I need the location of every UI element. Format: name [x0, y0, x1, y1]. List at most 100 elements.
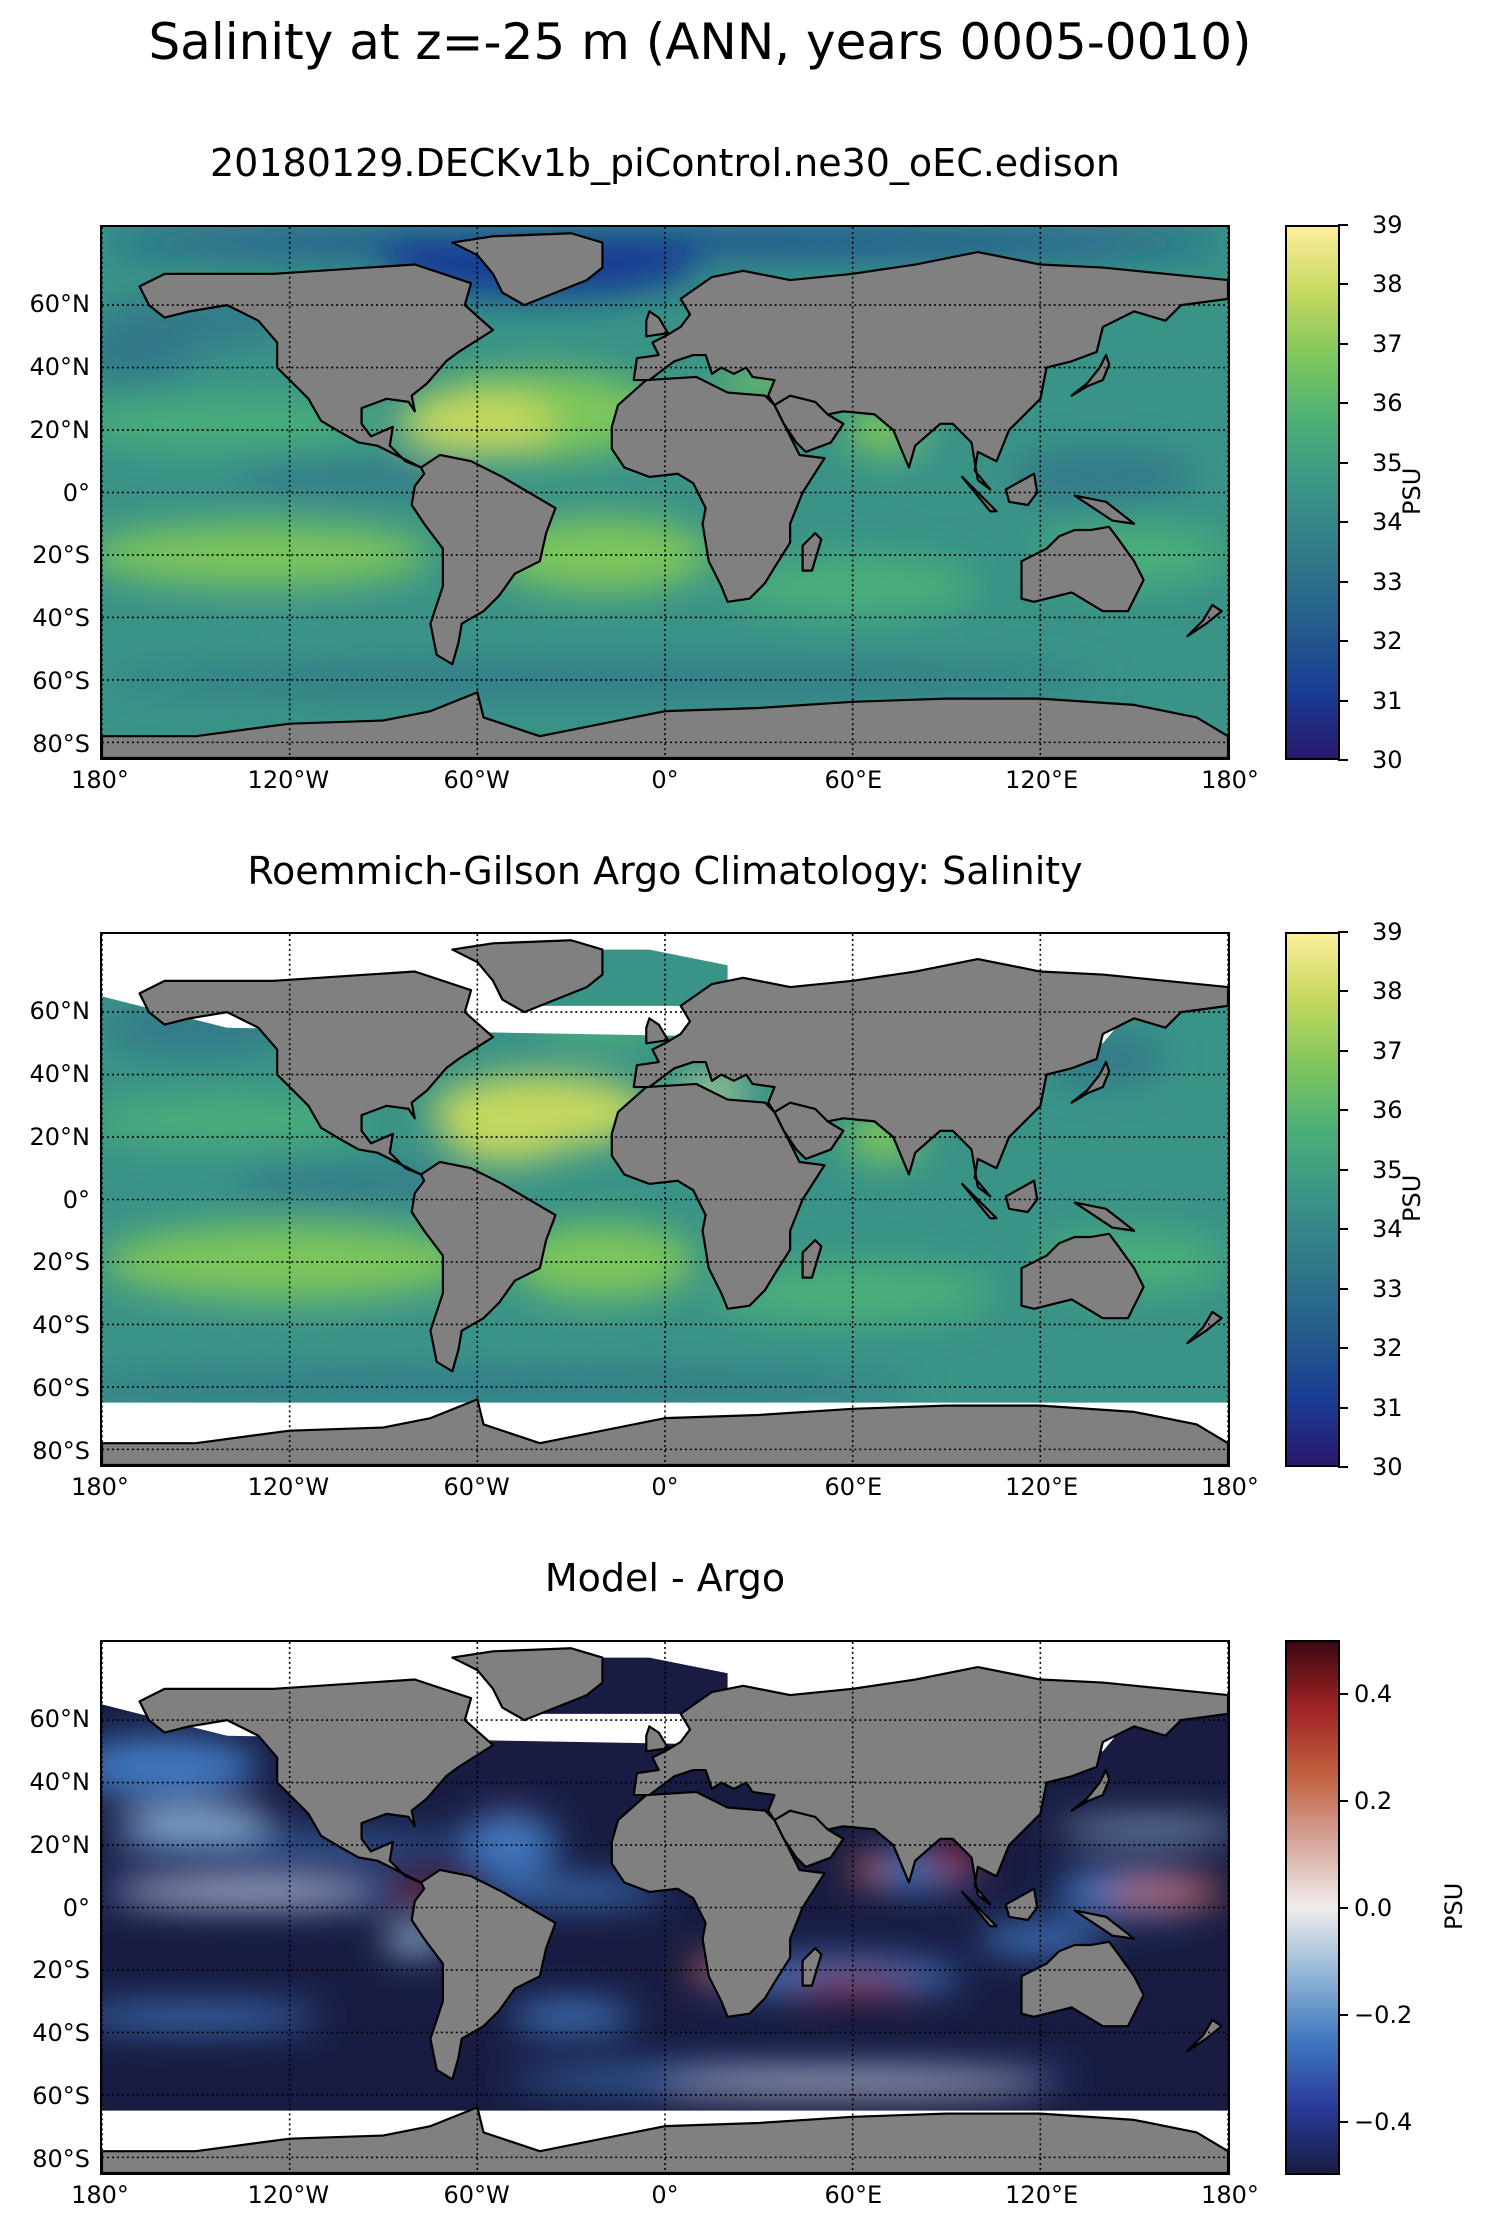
lat-tick-label: 40°N: [29, 1767, 91, 1796]
colorbar-tick-label: 31: [1372, 1393, 1403, 1422]
colorbar-tick: [1338, 283, 1348, 286]
land-greenland: [451, 1647, 604, 1722]
colorbar-tick-label: 30: [1372, 746, 1403, 774]
field-blob: [508, 1224, 697, 1300]
colorbar-tick: [1338, 699, 1348, 702]
map-svg: [102, 934, 1228, 1465]
lat-tick-label: 0°: [62, 1893, 90, 1922]
lat-tick-label: 20°N: [29, 1830, 91, 1859]
colorbar-tick-label: 36: [1372, 389, 1403, 418]
field-blob: [458, 1813, 559, 1877]
lon-tick-label: 120°W: [247, 2181, 330, 2209]
land-north-america: [138, 1678, 495, 1884]
land-new-zealand: [1186, 1310, 1223, 1345]
lon-tick-label: 60°W: [443, 1473, 510, 1501]
colorbar-tick: [1338, 224, 1348, 226]
lat-tick-label: 40°S: [32, 2019, 90, 2048]
land-uk: [645, 1017, 670, 1045]
colorbar-tick-label: −0.4: [1354, 2107, 1413, 2136]
lon-tick-label: 120°E: [1005, 1473, 1079, 1501]
colorbar-tick: [1338, 1287, 1348, 1290]
field-blob: [477, 1879, 665, 1905]
colorbar-unit-label: PSU: [1398, 467, 1426, 515]
lat-tick-label: 0°: [62, 1185, 90, 1214]
field-blob: [117, 1885, 368, 1899]
map-svg: [102, 1642, 1228, 2173]
lon-tick-label: 0°: [651, 2181, 679, 2209]
colorbar-tick: [1338, 461, 1348, 464]
land-arabia: [773, 394, 845, 453]
field-blob: [508, 2001, 634, 2033]
field-blob: [102, 398, 384, 449]
land-south-america: [410, 1868, 557, 2081]
colorbar: [1285, 1640, 1340, 2175]
lat-tick-label: 40°S: [32, 604, 90, 633]
colorbar-tick-label: −0.2: [1354, 2000, 1413, 2029]
field-blob: [915, 442, 978, 481]
field-blob: [492, 517, 712, 593]
colorbar: [1285, 932, 1340, 1467]
land-north-america: [138, 263, 495, 469]
lon-tick-label: 0°: [651, 766, 679, 794]
land-eurasia: [632, 1665, 1228, 1906]
lon-tick-label: 120°E: [1005, 2181, 1079, 2209]
land-africa: [610, 1790, 826, 2018]
field-blob: [102, 1321, 603, 1359]
lon-tick-label: 60°E: [824, 766, 883, 794]
field-blob: [102, 1735, 259, 1799]
lat-tick-label: 40°N: [29, 352, 91, 381]
land-madagascar: [801, 1239, 823, 1279]
colorbar-tick: [1338, 931, 1348, 933]
lat-tick-label: 20°N: [29, 415, 91, 444]
land-eurasia: [632, 250, 1228, 491]
land-japan: [1070, 1060, 1111, 1104]
colorbar-tick-label: 32: [1372, 1334, 1403, 1363]
colorbar-tick-label: 32: [1372, 627, 1403, 656]
figure-title: Salinity at z=-25 m (ANN, years 0005-001…: [148, 13, 1252, 71]
land-south-america: [410, 1160, 557, 1373]
colorbar-tick: [1338, 2120, 1348, 2123]
lon-tick-label: 120°W: [247, 1473, 330, 1501]
colorbar-tick: [1338, 1466, 1348, 1468]
lat-tick-label: 20°S: [32, 1956, 90, 1985]
colorbar-tick-label: 35: [1372, 1155, 1403, 1184]
lat-tick-label: 0°: [62, 478, 90, 507]
colorbar-tick: [1338, 342, 1348, 345]
lat-tick-label: 40°N: [29, 1059, 91, 1088]
lat-tick-label: 60°N: [29, 996, 91, 1025]
field-blob: [133, 614, 572, 652]
land-new-zealand: [1186, 603, 1223, 638]
colorbar-unit-label: PSU: [1398, 1174, 1426, 1222]
colorbar-tick-label: 34: [1372, 1215, 1403, 1244]
lat-tick-label: 60°N: [29, 1704, 91, 1733]
colorbar-tick-label: 30: [1372, 1453, 1403, 1481]
land-eurasia: [632, 957, 1228, 1198]
colorbar-tick: [1338, 2013, 1348, 2016]
land-new-zealand: [1186, 2018, 1223, 2053]
land-africa: [610, 375, 826, 603]
land-new-guinea: [1073, 1909, 1136, 1940]
colorbar-tick-label: 0.0: [1354, 1893, 1393, 1922]
colorbar-tick-label: 39: [1372, 211, 1403, 239]
map-2: [100, 932, 1230, 1467]
lat-tick-label: 80°S: [32, 2145, 90, 2174]
colorbar-tick: [1338, 640, 1348, 643]
land-sumatra: [961, 475, 998, 513]
lon-tick-label: 180°: [1201, 1473, 1259, 1501]
colorbar-tick-label: 37: [1372, 329, 1403, 358]
lon-tick-label: 180°: [71, 1473, 129, 1501]
lat-tick-label: 20°N: [29, 1122, 91, 1151]
land-sumatra: [961, 1182, 998, 1220]
colorbar-tick-label: 31: [1372, 686, 1403, 715]
lat-tick-label: 40°S: [32, 1311, 90, 1340]
colorbar-tick-label: 36: [1372, 1096, 1403, 1125]
colorbar-tick: [1338, 1799, 1348, 1802]
lon-tick-label: 180°: [71, 2181, 129, 2209]
lon-tick-label: 60°W: [443, 766, 510, 794]
colorbar-tick-label: 39: [1372, 918, 1403, 946]
field-blob: [1056, 1820, 1228, 1839]
lat-tick-label: 60°S: [32, 1374, 90, 1403]
colorbar-unit-label: PSU: [1440, 1882, 1468, 1930]
lon-tick-label: 60°W: [443, 2181, 510, 2209]
colorbar-tick: [1338, 990, 1348, 993]
